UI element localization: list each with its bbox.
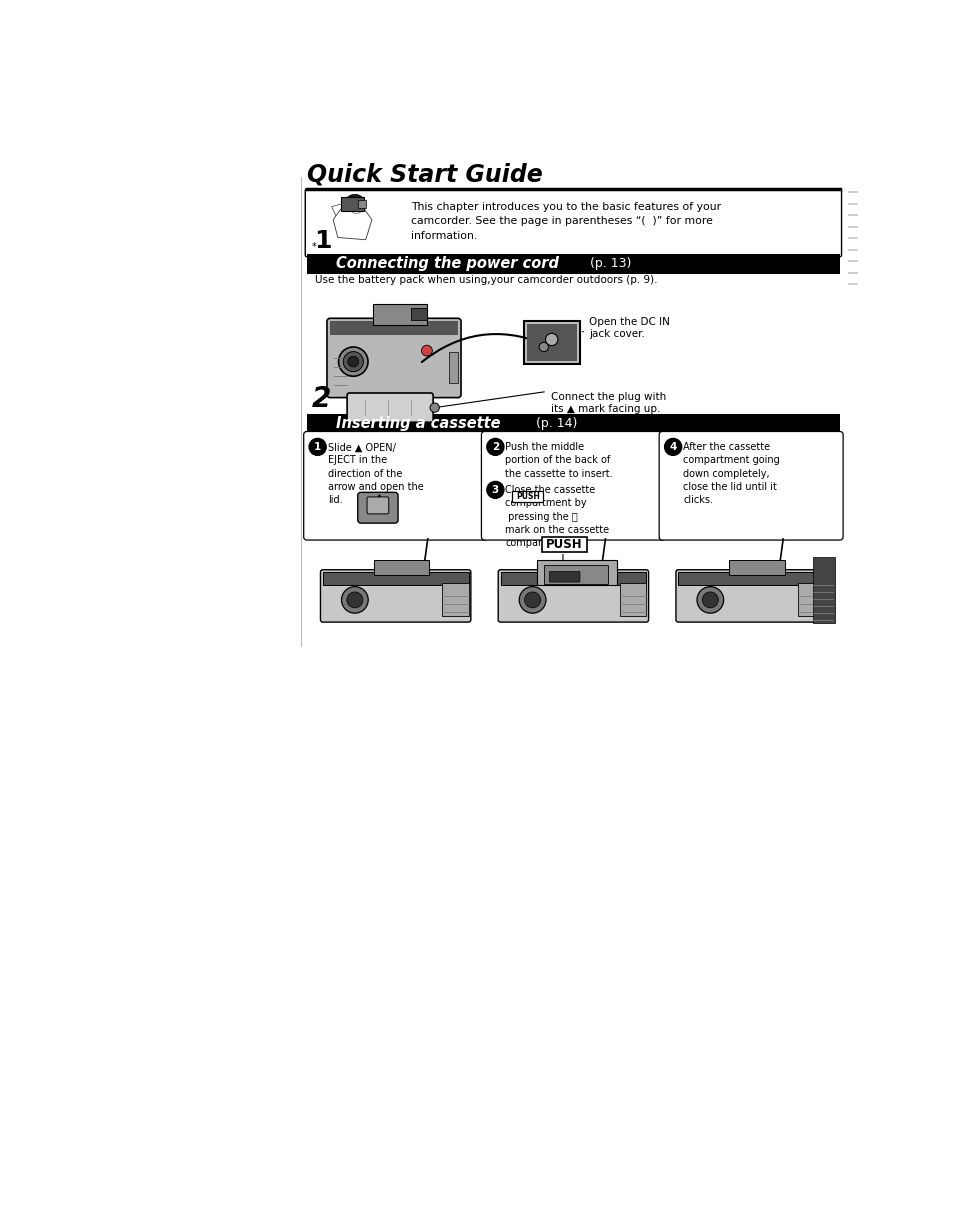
- Text: Slide ▲ OPEN/
EJECT in the
direction of the
arrow and open the
lid.: Slide ▲ OPEN/ EJECT in the direction of …: [328, 442, 423, 505]
- Circle shape: [545, 333, 558, 345]
- Text: This chapter introduces you to the basic features of your
camcorder. See the pag: This chapter introduces you to the basic…: [411, 201, 720, 241]
- Circle shape: [338, 348, 368, 376]
- Circle shape: [421, 345, 432, 356]
- FancyBboxPatch shape: [543, 565, 608, 585]
- Bar: [551, 560, 606, 575]
- FancyBboxPatch shape: [327, 318, 460, 398]
- Polygon shape: [335, 205, 351, 235]
- FancyBboxPatch shape: [367, 497, 388, 513]
- FancyBboxPatch shape: [305, 189, 841, 257]
- Text: Inserting a cassette: Inserting a cassette: [335, 416, 500, 431]
- Text: Connect the plug with
its ▲ mark facing up.: Connect the plug with its ▲ mark facing …: [550, 392, 665, 414]
- Circle shape: [430, 403, 439, 413]
- Bar: [619, 583, 645, 616]
- FancyBboxPatch shape: [542, 537, 586, 553]
- Text: Open the DC IN
jack cover.: Open the DC IN jack cover.: [581, 317, 669, 339]
- Circle shape: [664, 438, 681, 456]
- FancyBboxPatch shape: [347, 393, 433, 422]
- Circle shape: [701, 592, 718, 608]
- FancyBboxPatch shape: [303, 431, 487, 540]
- Circle shape: [697, 587, 723, 613]
- Text: Use the battery pack when using,your camcorder outdoors (p. 9).: Use the battery pack when using,your cam…: [314, 275, 657, 285]
- Text: 2: 2: [311, 386, 331, 413]
- Bar: [340, 198, 364, 211]
- FancyBboxPatch shape: [497, 570, 648, 623]
- Circle shape: [486, 438, 503, 456]
- Circle shape: [486, 481, 503, 499]
- Bar: [526, 324, 576, 361]
- Text: Quick Start Guide: Quick Start Guide: [307, 162, 542, 187]
- Bar: [678, 572, 823, 586]
- Text: After the cassette
compartment going
down completely,
close the lid until it
cli: After the cassette compartment going dow…: [682, 442, 780, 505]
- Text: PUSH: PUSH: [516, 492, 539, 501]
- FancyBboxPatch shape: [357, 492, 397, 523]
- Text: 4: 4: [669, 442, 676, 452]
- Bar: [500, 572, 645, 586]
- FancyBboxPatch shape: [330, 322, 457, 335]
- Bar: [374, 560, 429, 575]
- Text: Close the cassette
compartment by
 pressing the Ⓟ
mark on the cassette
compartme: Close the cassette compartment by pressi…: [505, 485, 609, 548]
- Text: Push the middle
portion of the back of
the cassette to insert.: Push the middle portion of the back of t…: [505, 442, 613, 479]
- Bar: [307, 414, 840, 433]
- FancyBboxPatch shape: [537, 560, 617, 586]
- Bar: [373, 303, 427, 325]
- Text: (p. 14): (p. 14): [536, 418, 577, 430]
- Polygon shape: [333, 209, 372, 239]
- Bar: [728, 560, 783, 575]
- FancyBboxPatch shape: [320, 570, 471, 623]
- Bar: [411, 308, 427, 319]
- Text: 3: 3: [491, 485, 498, 495]
- Bar: [322, 572, 468, 586]
- Circle shape: [524, 592, 540, 608]
- Text: 1: 1: [314, 442, 321, 452]
- Circle shape: [348, 356, 358, 367]
- FancyBboxPatch shape: [659, 431, 842, 540]
- Text: AC power adaptor (supplied): AC power adaptor (supplied): [327, 422, 476, 432]
- Circle shape: [341, 587, 368, 613]
- Bar: [448, 352, 457, 383]
- Text: (p. 13): (p. 13): [590, 257, 631, 270]
- Ellipse shape: [349, 198, 363, 214]
- Circle shape: [343, 351, 363, 372]
- FancyBboxPatch shape: [523, 322, 579, 363]
- FancyBboxPatch shape: [676, 570, 825, 623]
- Bar: [330, 322, 457, 335]
- Text: PUSH: PUSH: [546, 538, 582, 551]
- Text: *: *: [311, 242, 315, 252]
- Polygon shape: [332, 203, 345, 220]
- Bar: [797, 583, 823, 616]
- Bar: [442, 583, 468, 616]
- Circle shape: [347, 592, 362, 608]
- FancyBboxPatch shape: [549, 571, 579, 582]
- Bar: [813, 558, 834, 624]
- Ellipse shape: [344, 194, 365, 216]
- Bar: [307, 254, 840, 274]
- Text: 1: 1: [314, 228, 331, 253]
- Text: 2: 2: [491, 442, 498, 452]
- Circle shape: [518, 587, 545, 613]
- FancyBboxPatch shape: [512, 491, 543, 502]
- Bar: [357, 200, 365, 209]
- FancyBboxPatch shape: [481, 431, 664, 540]
- Text: Connecting the power cord: Connecting the power cord: [335, 257, 558, 271]
- Circle shape: [538, 343, 548, 351]
- Circle shape: [309, 438, 326, 456]
